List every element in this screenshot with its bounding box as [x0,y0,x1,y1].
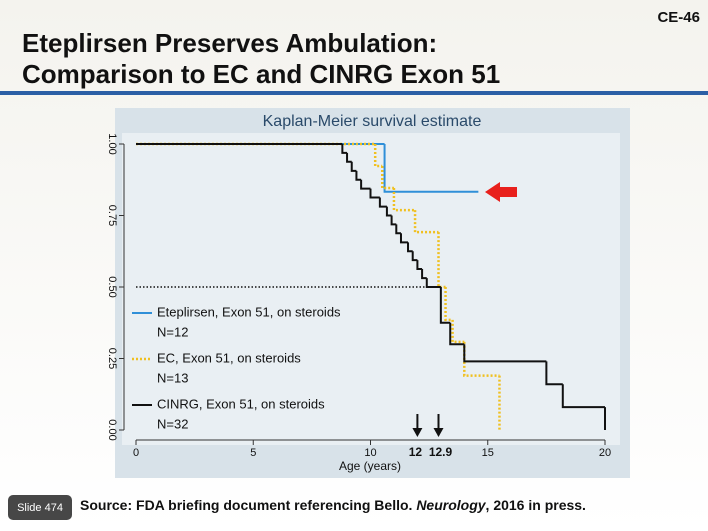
km-step [341,144,348,154]
km-step [545,361,563,386]
x-tick-label: 0 [133,447,139,459]
y-tick-label: 0.50 [106,276,118,297]
annotation-label: 12 [409,445,423,459]
x-tick-label: 15 [482,447,494,459]
x-tick-label: 10 [364,447,376,459]
y-tick-label: 0.25 [106,348,118,369]
km-step [355,170,362,181]
y-tick-label: 0.75 [106,205,118,226]
legend-label: CINRG, Exon 51, on steroids [157,396,325,411]
chart: 0.00 0.25 0.50 0.75 1.00 0 5 10 15 20 Eteplirsen, … [106,133,611,459]
km-step [444,287,453,322]
y-tick-label: 0.00 [106,419,118,440]
km-step [416,260,423,270]
x-tick-label: 5 [250,447,256,459]
callout-arrow [485,182,517,202]
slide-id: CE-46 [657,9,700,26]
km-step [385,206,392,217]
km-step [350,161,357,172]
title-rule [0,91,708,95]
legend-label: Eteplirsen, Exon 51, on steroids [157,304,341,319]
plot-area [122,133,620,445]
km-step [411,251,418,262]
km-step [392,188,416,212]
km-step [360,179,371,190]
km-step [380,166,394,190]
legend-n: N=13 [157,370,188,385]
km-step [383,144,479,193]
km-step [561,384,605,409]
source-prefix: Source: FDA briefing document referencin… [80,497,416,513]
slide-badge [8,495,72,520]
km-step [346,152,352,163]
km-step [421,268,427,280]
annotation-arrowhead [412,428,423,437]
km-step [395,224,401,235]
legend-n: N=12 [157,324,188,339]
km-step [390,215,397,226]
km-step [463,341,500,377]
x-axis-label: Age (years) [339,459,401,473]
km-step [449,322,465,346]
km-step [425,278,441,288]
y-tick-label: 1.00 [106,133,118,154]
source-note: Source: FDA briefing document referencin… [80,497,586,513]
source-journal: Neurology [416,497,486,513]
km-step [407,242,413,253]
title-line: Comparison to EC and CINRG Exon 51 [22,59,500,89]
legend-n: N=32 [157,416,188,431]
km-step [378,197,387,208]
source-suffix: , 2016 in press. [486,497,586,513]
x-tick-label: 20 [599,447,611,459]
chart-title: Kaplan-Meier survival estimate [263,113,482,130]
km-step [451,319,465,344]
km-step [399,233,409,244]
km-step [413,210,439,234]
km-step [439,287,451,324]
annotation-arrowhead [433,428,444,437]
slide-number: Slide 474 [17,502,63,514]
title-line: Eteplirsen Preserves Ambulation: [22,28,437,58]
legend-label: EC, Exon 51, on steroids [157,350,301,365]
km-step [369,188,380,199]
km-step [463,344,547,363]
annotation-label: 12.9 [429,445,453,459]
